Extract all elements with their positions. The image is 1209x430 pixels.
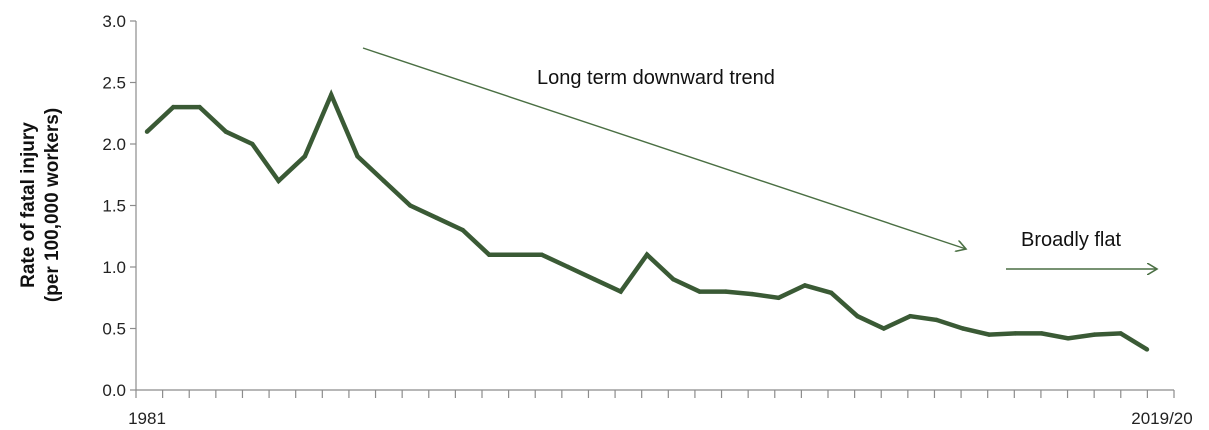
data-point: [434, 215, 439, 220]
y-axis-title: Rate of fatal injury (per 100,000 worker…: [18, 108, 63, 302]
broadly-flat-label: Broadly flat: [1021, 229, 1121, 251]
data-point: [697, 289, 702, 294]
y-tick-label: 3.0: [102, 12, 126, 31]
y-tick-label: 0.0: [102, 381, 126, 400]
y-tick-label: 1.5: [102, 197, 126, 216]
data-point: [986, 332, 992, 337]
data-point: [934, 317, 939, 323]
data-point: [723, 289, 729, 294]
y-tick-label: 2.0: [102, 135, 126, 154]
downward-trend-label: Long term downward trend: [537, 67, 775, 89]
data-point: [618, 289, 623, 294]
data-point: [355, 154, 360, 159]
y-axis-title-line-2: (per 100,000 workers): [42, 108, 63, 302]
data-point: [829, 290, 834, 295]
data-point: [460, 227, 465, 233]
data-point: [1039, 331, 1044, 336]
data-point: [302, 154, 308, 159]
data-point: [1144, 347, 1150, 352]
data-point: [1118, 331, 1123, 336]
data-point: [408, 203, 413, 208]
y-tick-label: 1.0: [102, 258, 126, 277]
data-point: [960, 326, 965, 331]
data-point: [223, 129, 229, 134]
downward-trend-arrow: [362, 47, 966, 249]
data-point: [592, 277, 597, 282]
data-point: [513, 252, 518, 257]
data-point: [197, 104, 202, 110]
fatal-injury-rate-line: [145, 89, 1149, 352]
x-tick-label-first: 1981: [128, 409, 166, 428]
y-tick-label: 0.5: [102, 320, 126, 339]
data-point: [539, 252, 544, 257]
data-point: [565, 264, 571, 270]
y-axis-title-line-1: Rate of fatal injury: [18, 122, 39, 288]
data-point: [802, 283, 808, 288]
data-point: [144, 129, 150, 134]
data-point: [171, 104, 176, 110]
y-tick-label: 2.5: [102, 74, 126, 93]
data-point: [329, 92, 334, 98]
data-point: [1092, 332, 1097, 337]
data-point: [1013, 331, 1018, 336]
data-point: [776, 295, 781, 300]
data-point: [750, 291, 755, 297]
x-tick-label-last: 2019/20: [1131, 409, 1192, 428]
data-point: [276, 178, 281, 184]
series-group: [144, 89, 1150, 352]
data-point: [881, 326, 886, 331]
data-point: [908, 314, 913, 319]
data-point: [644, 252, 650, 257]
data-point: [250, 141, 255, 147]
y-axis-ticks: 0.0 0.5 1.0 1.5 2.0 2.5 3.0: [102, 12, 136, 400]
data-point: [381, 178, 386, 184]
data-point: [486, 252, 492, 257]
data-point: [671, 277, 676, 282]
data-point: [1065, 336, 1071, 341]
x-axis-ticks: [135, 390, 1175, 398]
data-point: [855, 314, 860, 319]
